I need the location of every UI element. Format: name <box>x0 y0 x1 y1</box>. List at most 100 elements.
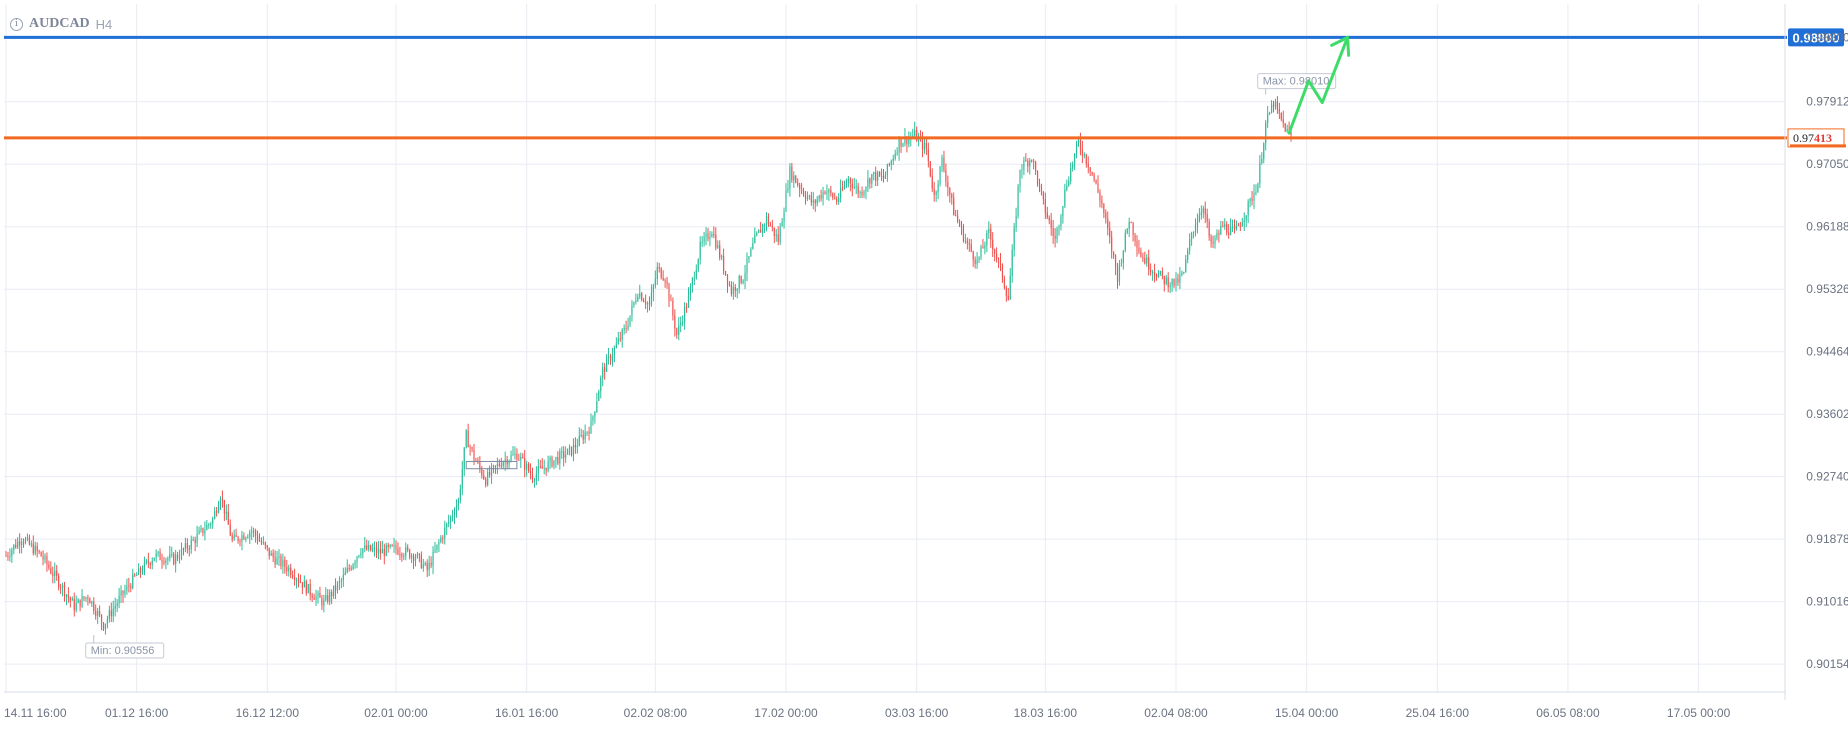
candle-body <box>740 275 742 283</box>
candle-body <box>689 286 692 296</box>
candle-body <box>590 420 592 434</box>
candle-body <box>108 610 110 619</box>
candle-body <box>927 149 929 162</box>
candle-body <box>278 556 280 558</box>
candle-body <box>1116 267 1119 282</box>
candle-body <box>311 595 313 598</box>
candle-body <box>719 245 721 258</box>
candle-body <box>931 175 933 189</box>
candle-body <box>340 580 342 582</box>
candle-body <box>744 273 746 281</box>
candle-body <box>531 474 534 481</box>
candle-body <box>1134 234 1136 242</box>
candle-body <box>182 548 185 550</box>
candle-body <box>1202 208 1204 213</box>
candle-body <box>451 515 454 517</box>
candle-body <box>282 559 284 567</box>
candle-body <box>1231 226 1234 228</box>
candle-body <box>424 562 426 565</box>
candle-body <box>1089 167 1091 172</box>
candle-body <box>1269 112 1271 114</box>
candle-body <box>395 544 397 549</box>
candle-body <box>602 367 604 378</box>
candle-body <box>255 530 257 536</box>
candle-body <box>469 447 471 449</box>
y-tick-label: 0.92740 <box>1806 470 1848 484</box>
candle-body <box>820 195 822 199</box>
candle-body <box>606 358 608 372</box>
candle-body <box>1122 250 1124 264</box>
candle-body <box>397 548 399 554</box>
candle-body <box>110 610 112 617</box>
x-tick-label: 17.02 00:00 <box>754 706 818 720</box>
candle-body <box>143 561 146 572</box>
candle-body <box>204 529 206 534</box>
candle-body <box>968 242 970 245</box>
candle-body <box>1001 264 1004 280</box>
candle-body <box>645 301 647 305</box>
candle-body <box>251 530 253 533</box>
candle-body <box>625 327 627 329</box>
candle-body <box>428 562 430 571</box>
candle-body <box>104 623 107 630</box>
candle-body <box>1118 264 1121 282</box>
candle-body <box>319 592 321 598</box>
candle-body <box>301 582 303 588</box>
candle-body <box>331 592 333 597</box>
candle-body <box>1191 232 1193 240</box>
info-circle-icon[interactable]: i <box>10 17 23 31</box>
candle-body <box>707 233 709 240</box>
max-marker-box <box>1257 73 1337 90</box>
candle-body <box>60 587 62 589</box>
candle-body <box>438 542 440 545</box>
candle-body <box>580 435 582 437</box>
candle-body <box>1286 128 1288 132</box>
candle-body <box>623 327 625 330</box>
candle-body <box>635 300 637 303</box>
candle-body <box>13 544 15 550</box>
candle-body <box>206 524 208 530</box>
candle-body <box>802 190 805 196</box>
candle-body <box>925 143 927 150</box>
candle-body <box>754 234 756 244</box>
candle-body <box>884 174 887 179</box>
candle-body <box>1005 287 1007 297</box>
candle-body <box>553 460 555 467</box>
candle-body <box>880 175 883 177</box>
candle-body <box>914 130 916 137</box>
candle-body <box>512 454 514 456</box>
candle-body <box>947 181 949 188</box>
candle-body <box>1206 214 1208 222</box>
candle-body <box>535 473 537 481</box>
candle-body <box>453 514 456 516</box>
timeframe-label[interactable]: H4 <box>95 16 113 32</box>
candle-body <box>444 527 446 539</box>
candle-body <box>192 539 194 541</box>
candle-body <box>902 143 904 147</box>
candle-body <box>177 554 179 559</box>
candle-body <box>1081 149 1083 156</box>
candle-body <box>420 555 422 568</box>
candle-body <box>861 192 863 195</box>
candle-body <box>691 278 693 287</box>
candle-body <box>1060 216 1062 227</box>
candle-body <box>494 465 497 467</box>
candle-body <box>1276 101 1278 110</box>
candle-body <box>89 598 91 604</box>
candle-body <box>849 178 851 184</box>
candle-body <box>1167 277 1169 288</box>
candle-body <box>93 601 95 611</box>
candle-body <box>1189 239 1191 251</box>
x-tick-label: 25.04 16:00 <box>1406 706 1470 720</box>
candle-body <box>806 196 809 199</box>
candle-body <box>771 225 773 228</box>
candle-body <box>1265 122 1267 144</box>
candle-body <box>592 416 594 421</box>
candle-body <box>1200 212 1202 216</box>
candle-body <box>853 186 855 188</box>
candle-body <box>1064 189 1066 207</box>
candle-body <box>996 253 998 259</box>
candle-body <box>305 581 307 594</box>
candle-body <box>836 198 838 202</box>
